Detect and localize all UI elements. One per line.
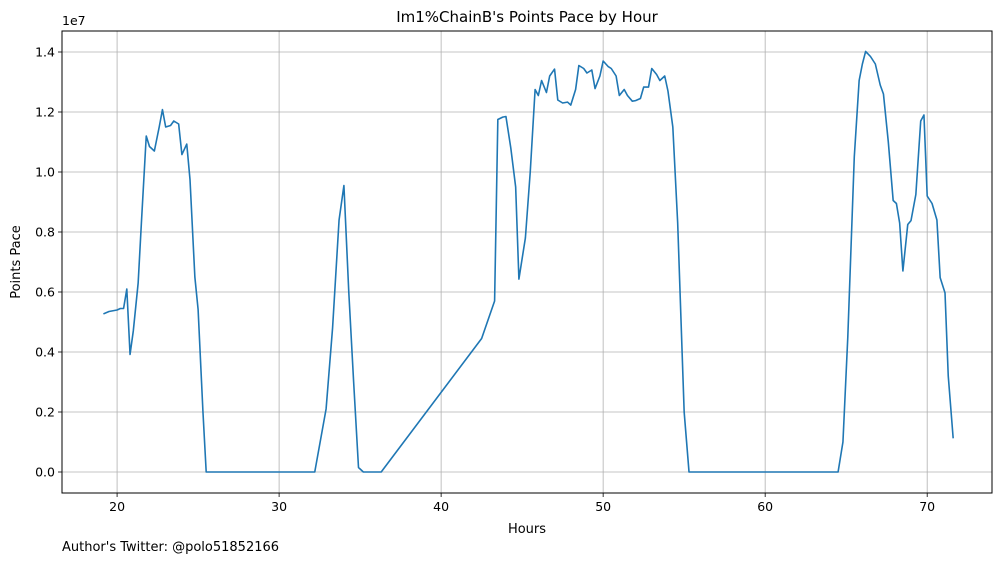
- y-tick-label: 0.2: [35, 405, 55, 420]
- x-tick-label: 40: [433, 499, 449, 514]
- y-tick-label: 0.8: [35, 225, 55, 240]
- plot-frame: [61, 30, 993, 494]
- y-tick-label: 1.4: [35, 45, 55, 60]
- x-tick-label: 60: [757, 499, 773, 514]
- x-tick-label: 30: [271, 499, 287, 514]
- y-tick-label: 0.6: [35, 285, 55, 300]
- y-axis-label: Points Pace: [9, 225, 24, 299]
- x-tick-label: 70: [919, 499, 935, 514]
- y-tick-label: 0.0: [35, 465, 55, 480]
- y-axis-offset-label: 1e7: [62, 13, 86, 28]
- x-axis-label: Hours: [508, 522, 546, 537]
- chart-title: Im1%ChainB's Points Pace by Hour: [396, 8, 658, 26]
- x-tick-label: 50: [595, 499, 611, 514]
- y-tick-label: 1.0: [35, 165, 55, 180]
- author-attribution: Author's Twitter: @polo51852166: [62, 540, 279, 555]
- x-tick-label: 20: [109, 499, 125, 514]
- grid-layer: [62, 31, 992, 493]
- tick-layer: 20 30 40 50 60 70 0.0 0.2 0.4 0.6 0.8 1.0 1.2 1.4: [35, 45, 935, 515]
- y-tick-label: 1.2: [35, 105, 55, 120]
- series-line-points-pace: [103, 50, 954, 473]
- y-tick-label: 0.4: [35, 345, 55, 360]
